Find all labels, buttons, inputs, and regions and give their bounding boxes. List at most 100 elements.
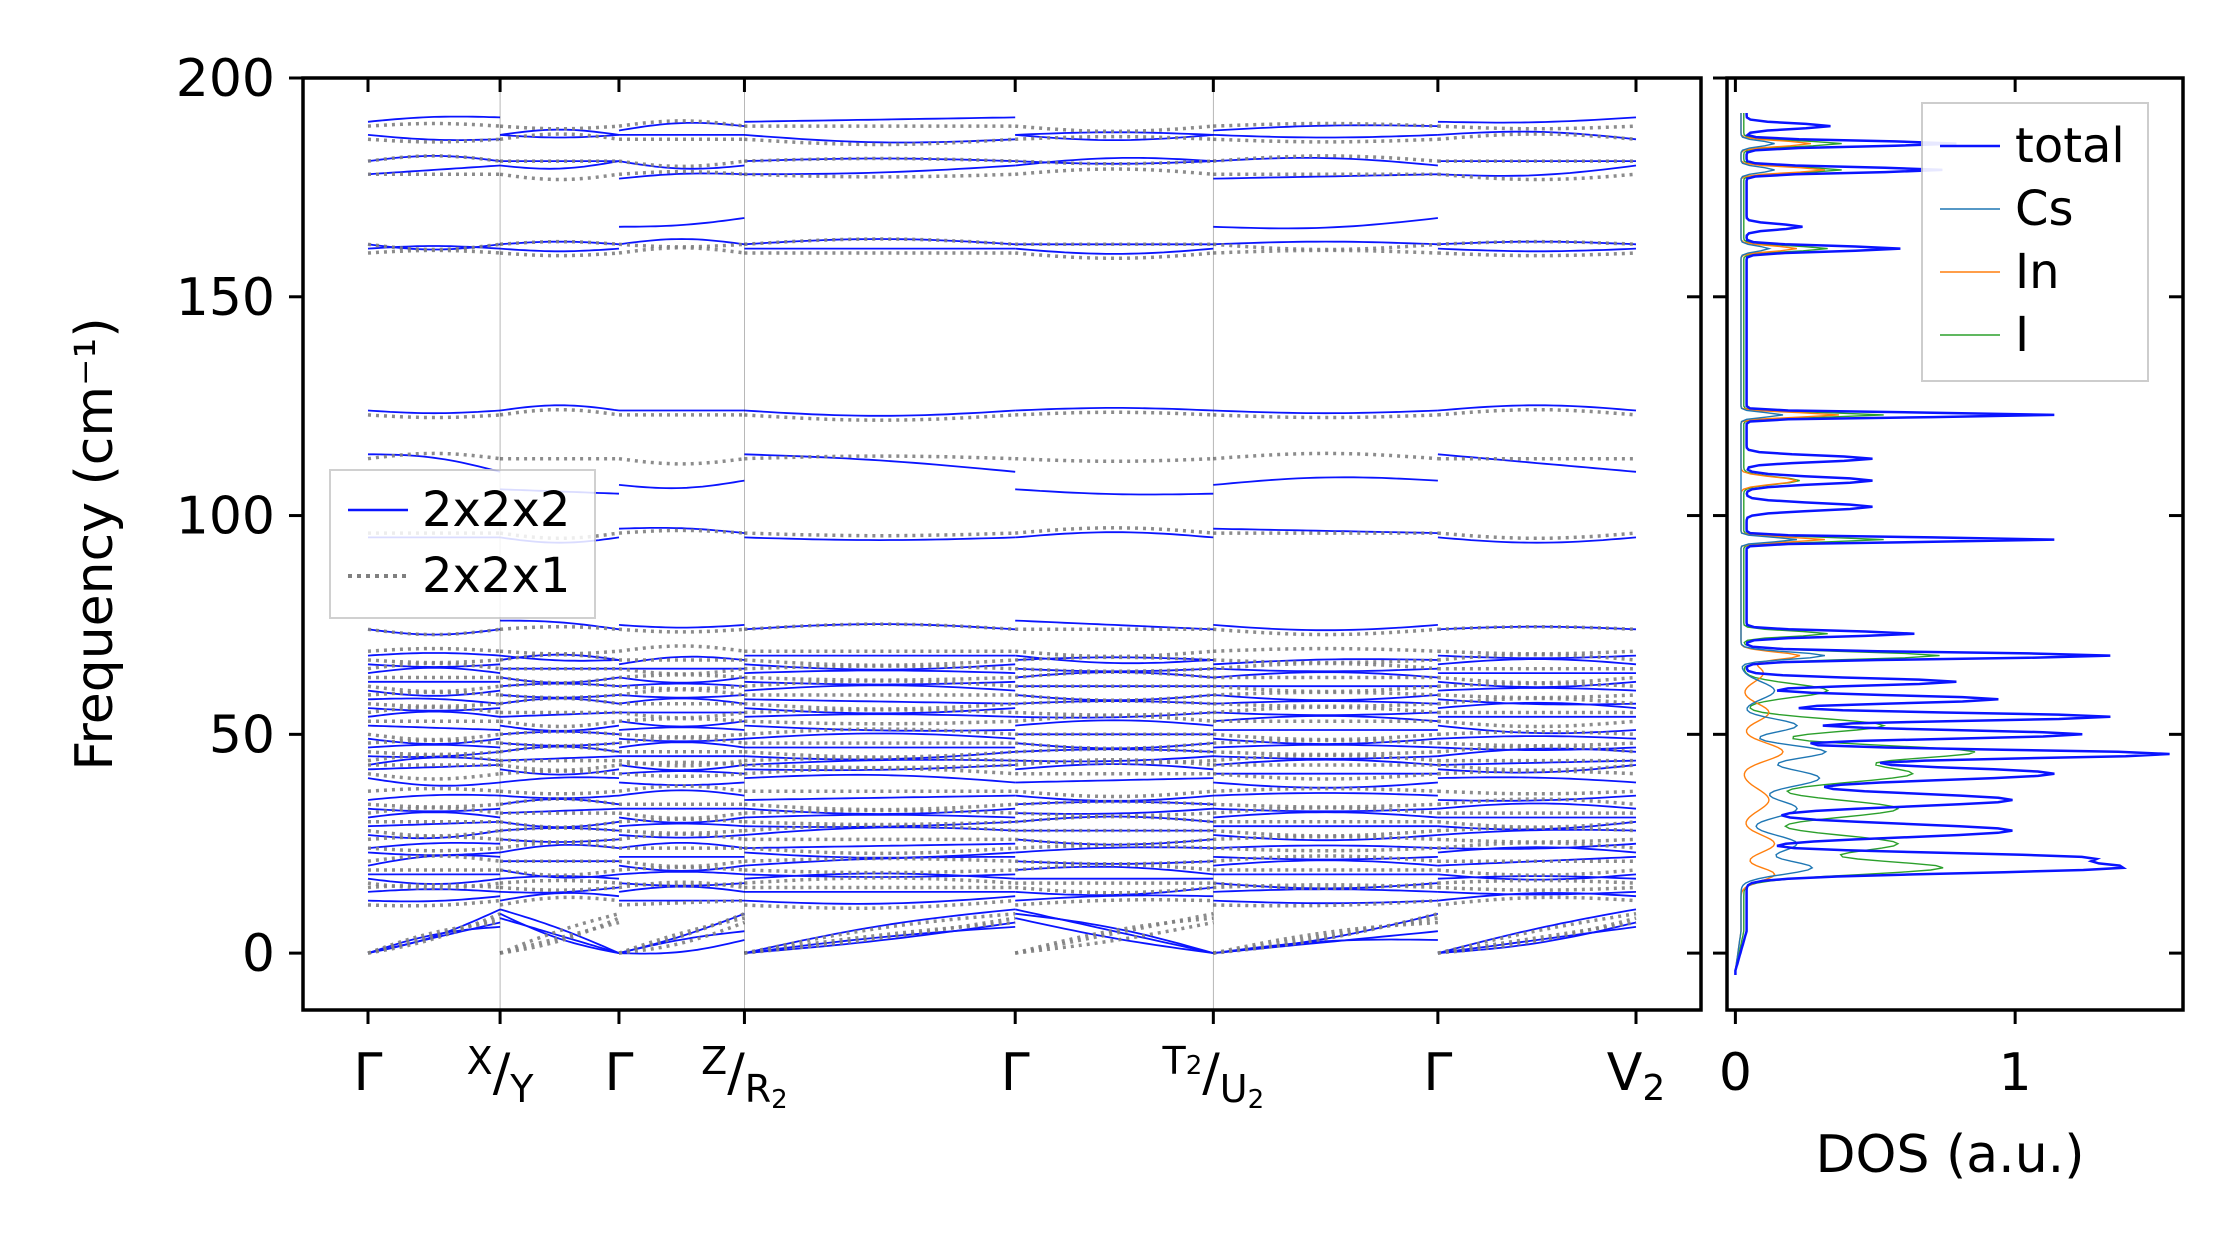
legend-label-total: total [2015, 118, 2125, 174]
band-2x2x2 [1213, 711, 1438, 716]
band-2x2x1 [1437, 769, 1637, 776]
band-2x2x2 [499, 724, 620, 732]
band-2x2x1 [1015, 649, 1214, 659]
band-2x2x1 [1015, 920, 1214, 955]
band-2x2x1 [618, 169, 745, 177]
band-2x2x1 [1015, 862, 1214, 872]
band-2x2x1 [1213, 750, 1438, 757]
dos-curves [1734, 113, 2170, 975]
band-2x2x1 [1437, 820, 1637, 829]
band-2x2x1 [367, 883, 501, 890]
band-2x2x2 [618, 930, 745, 954]
band-2x2x1 [1437, 763, 1637, 772]
band-2x2x1 [1213, 701, 1438, 709]
band-2x2x2 [618, 238, 745, 246]
band-2x2x1 [1437, 885, 1637, 892]
band-2x2x1 [744, 820, 1016, 827]
band-2x2x2 [744, 851, 1016, 859]
band-2x2x1 [1015, 837, 1214, 847]
band-2x2x2 [1213, 527, 1438, 534]
band-2x2x1 [1437, 124, 1637, 131]
y-axis-label: Frequency (cm⁻¹) [65, 317, 125, 770]
band-2x2x1 [744, 727, 1016, 737]
band-2x2x1 [367, 846, 501, 853]
band-2x2x1 [367, 920, 501, 955]
dos-curve-cs [1734, 113, 1828, 975]
band-2x2x1 [1437, 729, 1637, 737]
band-2x2x1 [1437, 719, 1637, 729]
dos-curve-total [1734, 113, 2170, 975]
band-2x2x1 [744, 719, 1016, 726]
band-2x2x2 [500, 742, 620, 747]
band-2x2x2 [367, 697, 501, 705]
band-2x2x1 [1213, 786, 1438, 793]
band-2x2x2 [618, 694, 745, 699]
band-2x2x2 [367, 793, 501, 801]
dos-x-tick-label: 0 [1719, 1043, 1752, 1103]
band-2x2x2 [618, 741, 745, 749]
band-2x2x2 [618, 789, 745, 797]
band-2x2x1 [744, 622, 1016, 632]
band-2x2x1 [618, 912, 746, 955]
band-2x2x1 [1213, 898, 1438, 908]
band-2x2x2 [1437, 846, 1637, 854]
band-2x2x2 [367, 764, 501, 771]
band-2x2x2 [500, 160, 620, 170]
band-2x2x2 [367, 710, 501, 718]
band-2x2x1 [367, 242, 501, 252]
band-2x2x1 [1015, 885, 1214, 895]
band-2x2x2 [744, 895, 1016, 905]
band-2x2x2 [1015, 131, 1214, 136]
band-2x2x1 [499, 407, 620, 417]
band-2x2x1 [618, 732, 745, 739]
band-2x2x1 [1015, 710, 1214, 717]
band-2x2x1 [1437, 895, 1637, 907]
band-2x2x1 [499, 878, 620, 885]
band-2x2x2 [1437, 116, 1637, 124]
legend-label-in: In [2015, 244, 2060, 300]
band-2x2x2 [618, 676, 745, 684]
band-2x2x2 [1437, 687, 1637, 692]
band-2x2x1 [1437, 916, 1637, 955]
band-2x2x1 [1213, 802, 1438, 809]
band-2x2x1 [744, 911, 1016, 955]
band-2x2x2 [367, 743, 501, 749]
kpath-label: Z/R2 [701, 1039, 788, 1115]
band-2x2x1 [618, 817, 745, 824]
band-2x2x2 [1015, 846, 1214, 854]
band-2x2x1 [1213, 121, 1438, 128]
band-2x2x1 [618, 865, 745, 872]
band-2x2x2 [618, 764, 745, 772]
band-2x2x2 [500, 875, 620, 880]
band-2x2x2 [1213, 859, 1438, 867]
band-2x2x2 [1437, 842, 1637, 850]
y-ticks: 0 50 100 150 200 [176, 49, 1701, 984]
band-2x2x1 [744, 856, 1016, 863]
band-2x2x1 [1015, 167, 1214, 177]
kpath-label: X/Y [467, 1039, 535, 1111]
band-2x2x2 [1015, 912, 1214, 954]
band-2x2x2 [367, 724, 501, 731]
band-2x2x1 [618, 456, 745, 466]
band-2x2x1 [1437, 251, 1637, 258]
band-2x2x1 [618, 784, 745, 793]
band-2x2x2 [1437, 404, 1637, 412]
band-2x2x2 [367, 842, 501, 849]
band-2x2x2 [618, 726, 745, 731]
band-2x2x1 [367, 750, 501, 757]
band-2x2x2 [367, 689, 501, 697]
band-2x2x2 [618, 939, 745, 955]
band-2x2x2 [367, 807, 501, 813]
band-2x2x2 [618, 217, 745, 228]
band-2x2x2 [1015, 488, 1214, 496]
band-2x2x2 [500, 838, 620, 843]
band-2x2x2 [1437, 926, 1637, 954]
band-2x2x1 [744, 701, 1016, 711]
band-2x2x2 [1213, 173, 1438, 180]
band-2x2x1 [618, 710, 745, 720]
band-2x2x1 [367, 701, 501, 709]
kpath-label: Γ [354, 1043, 383, 1103]
band-2x2x2 [1437, 164, 1637, 177]
band-2x2x1 [618, 673, 745, 680]
